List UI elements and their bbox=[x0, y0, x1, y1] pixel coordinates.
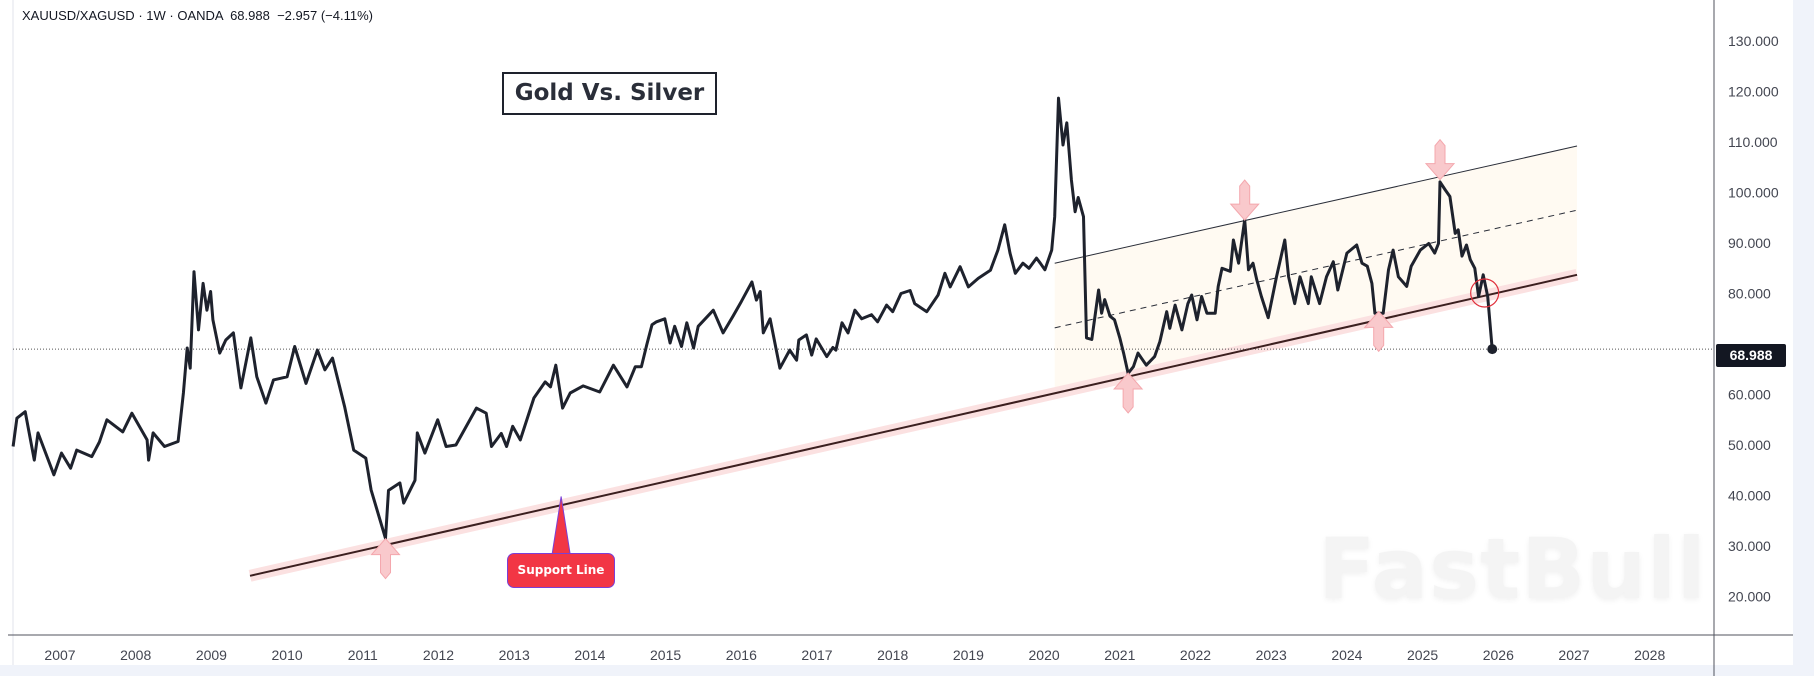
y-tick-label: 100.000 bbox=[1728, 185, 1779, 201]
y-tick-label: 40.000 bbox=[1728, 488, 1771, 504]
x-tick-label: 2015 bbox=[650, 647, 681, 663]
arrow-up-icon-2[interactable] bbox=[1113, 372, 1144, 414]
channel-upper-line[interactable] bbox=[1054, 145, 1578, 264]
y-tick-label: 60.000 bbox=[1728, 387, 1771, 403]
data-source: OANDA bbox=[177, 8, 223, 23]
x-tick-label: 2022 bbox=[1180, 647, 1211, 663]
y-tick-label: 80.000 bbox=[1728, 286, 1771, 302]
price-change: −2.957 (−4.11%) bbox=[277, 8, 373, 23]
arrow-down-icon-3[interactable] bbox=[1229, 179, 1260, 221]
x-tick-label: 2017 bbox=[801, 647, 832, 663]
chart-title-annotation[interactable]: Gold Vs. Silver bbox=[502, 72, 717, 115]
symbol-name[interactable]: XAUUSD/XAGUSD bbox=[22, 8, 135, 23]
support-line[interactable] bbox=[249, 273, 1578, 577]
y-tick-label: 130.000 bbox=[1728, 33, 1779, 49]
x-tick-label: 2008 bbox=[120, 647, 151, 663]
x-tick-label: 2012 bbox=[423, 647, 454, 663]
channel-mid-line[interactable] bbox=[1054, 209, 1578, 329]
support-line-callout[interactable]: Support Line bbox=[507, 553, 615, 588]
x-tick-label: 2019 bbox=[953, 647, 984, 663]
x-tick-label: 2025 bbox=[1407, 647, 1438, 663]
x-tick-label: 2020 bbox=[1029, 647, 1060, 663]
x-tick-label: 2026 bbox=[1483, 647, 1514, 663]
y-tick-label: 20.000 bbox=[1728, 589, 1771, 605]
bottom-margin bbox=[0, 665, 1814, 676]
interval[interactable]: 1W bbox=[146, 8, 166, 23]
last-value: 68.988 bbox=[230, 8, 270, 23]
last-point-marker bbox=[1487, 344, 1498, 355]
x-tick-label: 2007 bbox=[44, 647, 75, 663]
breakdown-circle[interactable] bbox=[1470, 278, 1500, 308]
channel-fill bbox=[1054, 146, 1578, 394]
x-tick-label: 2016 bbox=[726, 647, 757, 663]
x-tick-label: 2024 bbox=[1331, 647, 1362, 663]
x-tick-label: 2014 bbox=[574, 647, 605, 663]
x-tick-label: 2013 bbox=[499, 647, 530, 663]
x-tick-label: 2028 bbox=[1634, 647, 1665, 663]
arrow-up-icon-4[interactable] bbox=[1363, 310, 1394, 353]
x-tick-label: 2010 bbox=[272, 647, 303, 663]
x-tick-label: 2027 bbox=[1558, 647, 1589, 663]
y-tick-label: 120.000 bbox=[1728, 84, 1779, 100]
x-tick-label: 2021 bbox=[1104, 647, 1135, 663]
watermark-logo: FastBull bbox=[1318, 520, 1707, 618]
x-tick-label: 2009 bbox=[196, 647, 227, 663]
y-tick-label: 50.000 bbox=[1728, 437, 1771, 453]
arrow-up-icon-1[interactable] bbox=[370, 537, 401, 580]
symbol-header: XAUUSD/XAGUSD · 1W · OANDA 68.988 −2.957… bbox=[22, 8, 373, 23]
y-tick-label: 90.000 bbox=[1728, 235, 1771, 251]
last-price-label: 68.988 bbox=[1716, 344, 1786, 367]
y-tick-label: 30.000 bbox=[1728, 538, 1771, 554]
x-tick-label: 2018 bbox=[877, 647, 908, 663]
x-tick-label: 2023 bbox=[1256, 647, 1287, 663]
arrow-down-icon-5[interactable] bbox=[1424, 138, 1456, 181]
price-series-line bbox=[11, 96, 1494, 540]
y-tick-label: 110.000 bbox=[1728, 134, 1778, 150]
x-tick-label: 2011 bbox=[348, 647, 378, 663]
right-margin bbox=[1793, 0, 1814, 676]
